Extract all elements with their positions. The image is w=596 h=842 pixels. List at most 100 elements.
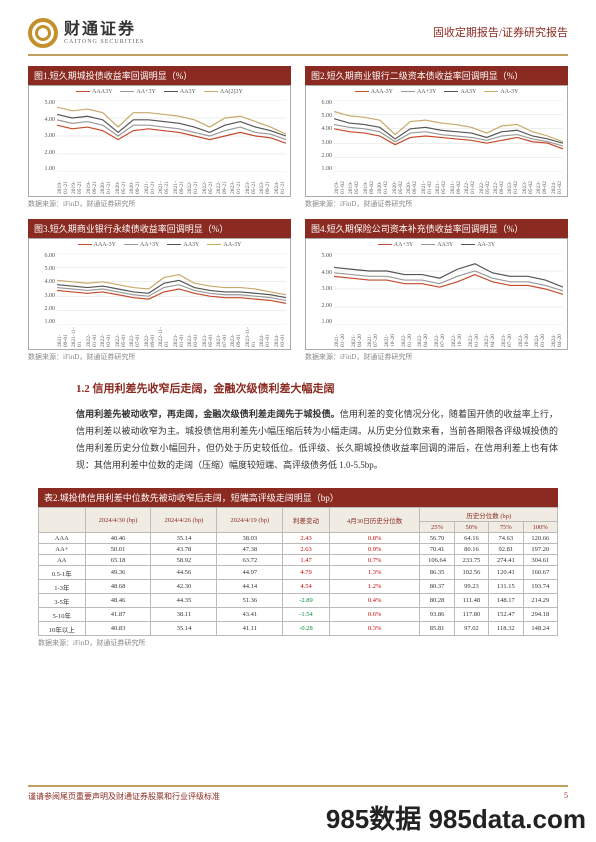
logo-text-en: CAITONG SECURITIES [64,39,144,46]
table-cell: 160.67 [523,566,558,580]
logo-text-cn: 财通证券 [64,21,144,39]
table-cell: 40.83 [85,622,151,636]
legend-item: AA-3Y [207,242,241,248]
table-cell: AA+ [39,544,86,555]
chart-source: 数据来源：iFinD，财通证券研究所 [28,352,291,362]
table-cell: 43.41 [217,608,283,622]
table-cell: 41.11 [217,622,283,636]
table-cell: 38.11 [151,608,217,622]
table-cell: 152.47 [489,608,523,622]
x-axis: 2019-01-212019-05-212019-09-212020-01-21… [57,174,286,194]
table-cell: 111.48 [454,594,488,608]
table-cell: 0.5-1年 [39,566,86,580]
table-cell: -0.28 [283,622,330,636]
table-cell: 117.80 [454,608,488,622]
chart-title: 图2.短久期商业银行二级资本债收益率回调明显（%） [305,66,568,85]
table-cell: 99.23 [454,580,488,594]
chart-title: 图1.短久期城投债收益率回调明显（%） [28,66,291,85]
table-cell: 74.63 [489,533,523,544]
table-cell: 80.28 [420,594,454,608]
table-cell: 35.14 [151,533,217,544]
table-cell: 0.4% [329,594,420,608]
table-cell: 97.02 [454,622,488,636]
table-row: AA65.1858.9263.721.470.7%106.64233.75274… [39,555,558,566]
chart-plot [57,100,286,172]
table-cell: 294.18 [523,608,558,622]
table-cell: 3-5年 [39,594,86,608]
chart-box: AAA3YAA+3YAA3YAA(2)3Y5.004.003.002.001.0… [28,85,291,197]
chart-panel: 图3.短久期商业银行永续债收益率回调明显（%）AAA-3YAA+3YAA3YAA… [28,219,291,362]
table-cell: 274.41 [489,555,523,566]
table-cell: 86.35 [420,566,454,580]
table-row: AA+50.0143.7847.382.630.9%70.4180.1692.8… [39,544,558,555]
table-cell: 193.74 [523,580,558,594]
table-cell: 1.2% [329,580,420,594]
table-cell: 92.81 [489,544,523,555]
table-cell: 118.32 [489,622,523,636]
x-axis: 2021-01-202021-04-202021-07-202021-10-20… [334,327,563,347]
table-cell: 2.43 [283,533,330,544]
table-source: 数据来源：iFinD，财通证券研究所 [38,638,558,648]
chart-plot [334,100,563,172]
table-cell: 56.70 [420,533,454,544]
table-cell: 120.66 [523,533,558,544]
table-cell: 233.75 [454,555,488,566]
table-cell: 35.14 [151,622,217,636]
legend-item: AA+3Y [401,89,436,95]
table-cell: 41.87 [85,608,151,622]
table-row: 0.5-1年49.3644.5644.974.791.3%86.35102.56… [39,566,558,580]
chart-title: 图4.短久期保险公司资本补充债收益率回调明显（%） [305,219,568,238]
legend-item: AA3Y [167,242,199,248]
table-cell: AA [39,555,86,566]
legend-item: AA+3Y [124,242,159,248]
table-cell: 1-3年 [39,580,86,594]
y-axis: 5.004.003.002.001.00 [31,100,55,172]
page-header: 财通证券 CAITONG SECURITIES 固收定期报告/证券研究报告 [28,18,568,56]
chart-source: 数据来源：iFinD，财通证券研究所 [305,199,568,209]
table-cell: 148.17 [489,594,523,608]
table-cell: 120.41 [489,566,523,580]
table-title: 表2.城投债信用利差中位数先被动收窄后走阔，短端高评级走阔明显（bp） [38,488,558,507]
chart-plot [57,253,286,325]
chart-title: 图3.短久期商业银行永续债收益率回调明显（%） [28,219,291,238]
charts-grid: 图1.短久期城投债收益率回调明显（%） AAA3Y AA+3Y AA3Y AA(2)3Y… [28,66,568,362]
x-axis: 2019-01-022019-05-022019-09-022020-01-02… [334,174,563,194]
table-cell: 48.46 [85,594,151,608]
table-cell: 1.47 [283,555,330,566]
legend-item: AAA-3Y [78,242,116,248]
chart-plot [334,253,563,325]
legend-item: AA3Y [444,89,476,95]
legend-item: AA+3Y [120,89,155,95]
table-cell: 102.56 [454,566,488,580]
table-cell: -2.89 [283,594,330,608]
table-cell: 4.54 [283,580,330,594]
table-cell: 49.36 [85,566,151,580]
table-cell: 5-10年 [39,608,86,622]
para-lead: 信用利差先被动收窄，再走阔，金融次级债利差走阔先于城投债。 [76,409,340,419]
table-row: 3-5年48.4644.3551.36-2.890.4%80.28111.481… [39,594,558,608]
table-cell: 70.41 [420,544,454,555]
table-cell: 44.56 [151,566,217,580]
table-cell: 85.81 [420,622,454,636]
chart-legend: AAA-3Y AA+3Y AA3Y AA-3Y [29,242,290,248]
legend-item: AA-3Y [461,242,495,248]
table-cell: 58.92 [151,555,217,566]
footer-disclaimer: 谨请参阅尾页重要声明及财通证券股票和行业评级标准 [28,791,220,802]
table-cell: 47.38 [217,544,283,555]
table-cell: 44.35 [151,594,217,608]
table-cell: 0.6% [329,608,420,622]
logo-icon [28,18,58,48]
data-table: 2024/4/30 (bp)2024/4/26 (bp)2024/4/19 (b… [38,507,558,636]
chart-panel: 图1.短久期城投债收益率回调明显（%）AAA3YAA+3YAA3YAA(2)3Y… [28,66,291,209]
table-cell: -1.54 [283,608,330,622]
table-cell: 44.14 [217,580,283,594]
table-cell: 2.63 [283,544,330,555]
legend-item: AA(2)3Y [204,89,243,95]
table-cell: 304.61 [523,555,558,566]
y-axis: 5.004.003.002.001.00 [308,253,332,325]
table-cell: 42.30 [151,580,217,594]
table-cell: 50.01 [85,544,151,555]
y-axis: 6.005.004.003.002.001.00 [31,253,55,325]
legend-item: AAA3Y [76,89,112,95]
table-cell: 48.68 [85,580,151,594]
